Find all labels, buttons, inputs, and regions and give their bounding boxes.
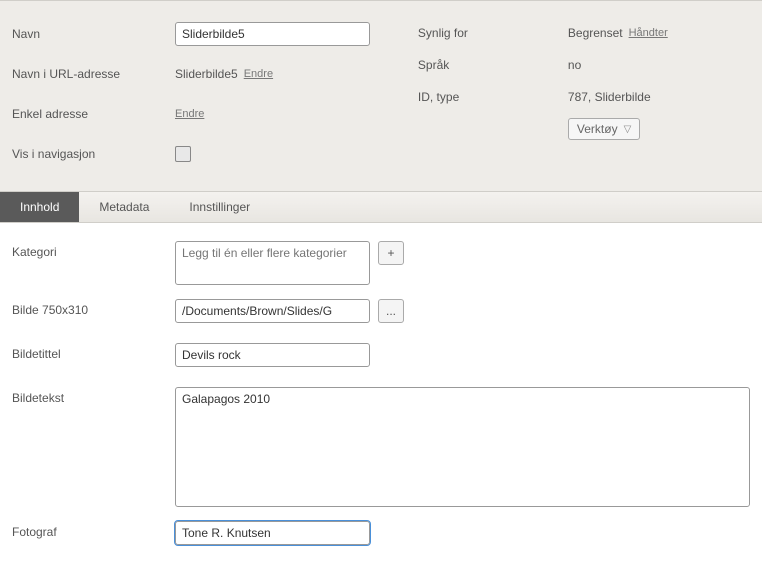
nav-visibility-label: Vis i navigasjon bbox=[12, 143, 175, 165]
url-value: Sliderbilde5 bbox=[175, 67, 238, 81]
name-label: Navn bbox=[12, 23, 175, 45]
tab-bar: Innhold Metadata Innstillinger bbox=[0, 192, 762, 223]
kategori-input[interactable] bbox=[175, 241, 370, 285]
bilde-input[interactable] bbox=[175, 299, 370, 323]
idtype-label: ID, type bbox=[418, 86, 568, 108]
nav-visibility-checkbox[interactable] bbox=[175, 146, 191, 162]
kategori-label: Kategori bbox=[12, 241, 175, 263]
bilde-label: Bilde 750x310 bbox=[12, 299, 175, 321]
language-label: Språk bbox=[418, 54, 568, 76]
tab-innhold[interactable]: Innhold bbox=[0, 192, 79, 222]
fotograf-input[interactable] bbox=[175, 521, 370, 545]
add-category-button[interactable]: + bbox=[378, 241, 404, 265]
idtype-value: 787, Sliderbilde bbox=[568, 86, 651, 108]
spacer bbox=[418, 125, 568, 133]
bildetekst-label: Bildetekst bbox=[12, 387, 175, 409]
tab-metadata[interactable]: Metadata bbox=[79, 192, 169, 222]
tools-dropdown[interactable]: Verktøy ▽ bbox=[568, 118, 640, 140]
bildetittel-input[interactable] bbox=[175, 343, 370, 367]
url-change-link[interactable]: Endre bbox=[244, 68, 273, 80]
chevron-down-icon: ▽ bbox=[624, 124, 632, 135]
bildetittel-label: Bildetittel bbox=[12, 343, 175, 365]
content-panel: Kategori + Bilde 750x310 ... Bildetittel… bbox=[0, 223, 762, 569]
browse-image-button[interactable]: ... bbox=[378, 299, 404, 323]
name-input[interactable] bbox=[175, 22, 370, 46]
simple-address-label: Enkel adresse bbox=[12, 103, 175, 125]
visible-for-manage-link[interactable]: Håndter bbox=[629, 27, 668, 39]
tab-innstillinger[interactable]: Innstillinger bbox=[169, 192, 270, 222]
fotograf-label: Fotograf bbox=[12, 521, 175, 543]
language-value: no bbox=[568, 54, 581, 76]
simple-address-change-link[interactable]: Endre bbox=[175, 108, 204, 120]
bildetekst-input[interactable] bbox=[175, 387, 750, 507]
visible-for-label: Synlig for bbox=[418, 22, 568, 44]
url-label: Navn i URL-adresse bbox=[12, 63, 175, 85]
tools-dropdown-label: Verktøy bbox=[577, 122, 618, 136]
properties-panel: Navn Navn i URL-adresse Sliderbilde5 End… bbox=[0, 0, 762, 192]
visible-for-value: Begrenset bbox=[568, 22, 623, 44]
